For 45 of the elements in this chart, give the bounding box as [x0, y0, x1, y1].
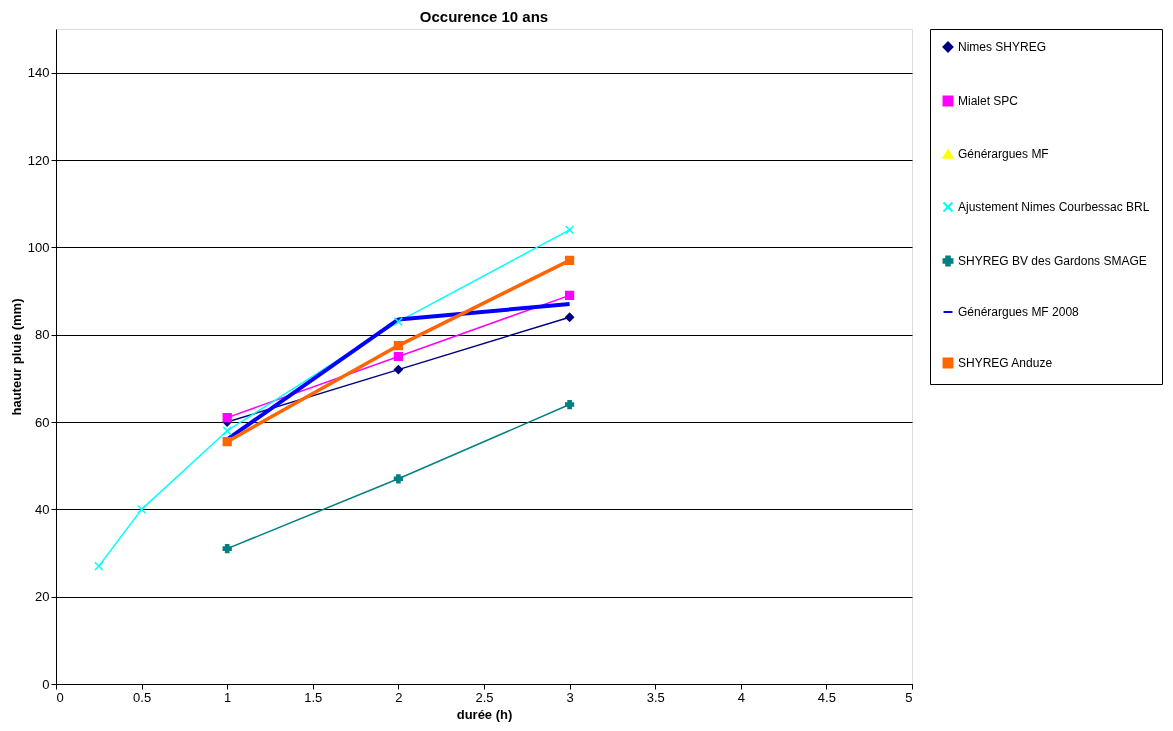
y-tick-label: 0	[42, 676, 50, 692]
x-tick-label: 0.5	[133, 689, 152, 705]
point	[222, 544, 232, 554]
x-tick-label: 3	[566, 689, 574, 705]
y-tick-label: 100	[27, 239, 50, 255]
y-tick-label: 40	[35, 501, 50, 517]
point	[94, 561, 104, 571]
point	[393, 474, 404, 484]
y-tick-label: 140	[27, 65, 50, 81]
x-tick-label: 2.5	[475, 689, 494, 705]
point	[564, 399, 575, 410]
x-tick-label: 5	[905, 689, 913, 705]
point	[222, 426, 232, 436]
legend-label: Générargues MF	[958, 147, 1049, 161]
y-tick-label: 60	[35, 414, 50, 430]
x-tick-label: 1	[224, 689, 232, 705]
x-tick-label: 4.5	[817, 689, 836, 705]
point	[393, 316, 404, 327]
legend-label: Générargues MF 2008	[958, 305, 1080, 319]
point	[564, 312, 575, 322]
x-axis-title: durée (h)	[456, 706, 513, 722]
legend-label: SHYREG BV des Gardons SMAGE	[958, 254, 1147, 268]
point	[393, 340, 404, 351]
x-tick-label: 4	[737, 689, 745, 705]
x-tick-label: 3.5	[646, 689, 665, 705]
point	[564, 290, 575, 300]
y-axis-title: hauteur pluie (mm)	[8, 298, 24, 416]
x-tick-label: 2	[395, 689, 403, 705]
y-tick-label: 80	[35, 327, 50, 343]
point	[564, 225, 575, 235]
point	[393, 351, 404, 362]
x-tick-label: 0	[56, 689, 64, 705]
point	[564, 255, 575, 266]
legend-label: Ajustement Nimes Courbessac BRL	[958, 200, 1150, 214]
point	[222, 413, 232, 423]
point	[393, 364, 404, 375]
legend-label: SHYREG Anduze	[958, 356, 1053, 370]
y-tick-label: 120	[27, 152, 50, 168]
point	[136, 504, 147, 514]
legend-label: Mialet SPC	[958, 94, 1019, 108]
y-tick-label: 20	[35, 589, 50, 605]
point	[222, 437, 232, 447]
chart-title: Occurence 10 ans	[419, 8, 549, 25]
x-tick-label: 1.5	[304, 689, 323, 705]
legend-label: Nimes SHYREG	[958, 40, 1047, 54]
